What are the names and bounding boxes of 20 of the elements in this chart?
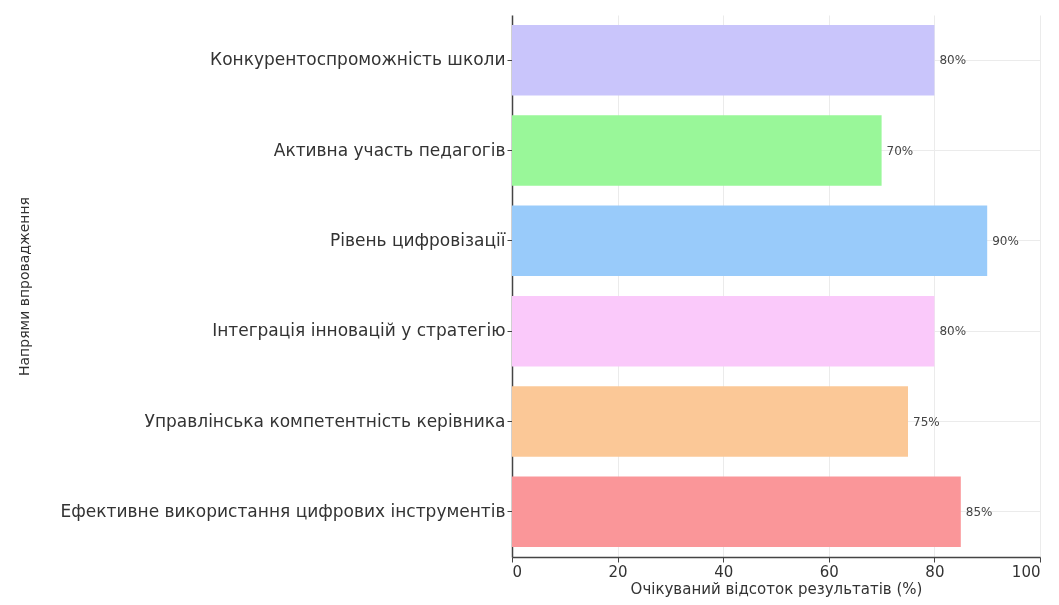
x-tick-label: 40 [714,562,734,581]
data-label: 90% [992,233,1019,248]
y-tick-label: Управлінська компетентність керівника [144,410,506,431]
y-tick-label: Конкурентоспроможність школи [210,49,506,70]
y-tick-label: Активна участь педагогів [273,139,506,160]
x-tick-label: 20 [608,562,628,581]
y-tick-label: Ефективне використання цифрових інструментів [60,500,506,521]
x-axis-title: Очікуваний відсоток результатів (%) [630,579,923,598]
x-tick-label: 100 [1011,562,1041,581]
x-tick-label: 80 [925,562,945,581]
data-label: 80% [939,53,967,68]
y-axis-title: Напрями впровадження [15,197,32,376]
x-tick-label: 0 [512,562,523,581]
y-tick-label: Рівень цифровізації [329,229,506,250]
data-label: 80% [939,324,967,339]
data-label: 75% [913,414,940,429]
data-label: 85% [965,504,993,519]
x-tick-label: 60 [819,562,839,581]
y-tick-label: Інтеграція інновацій у стратегію [212,320,506,341]
data-label: 70% [886,143,914,158]
